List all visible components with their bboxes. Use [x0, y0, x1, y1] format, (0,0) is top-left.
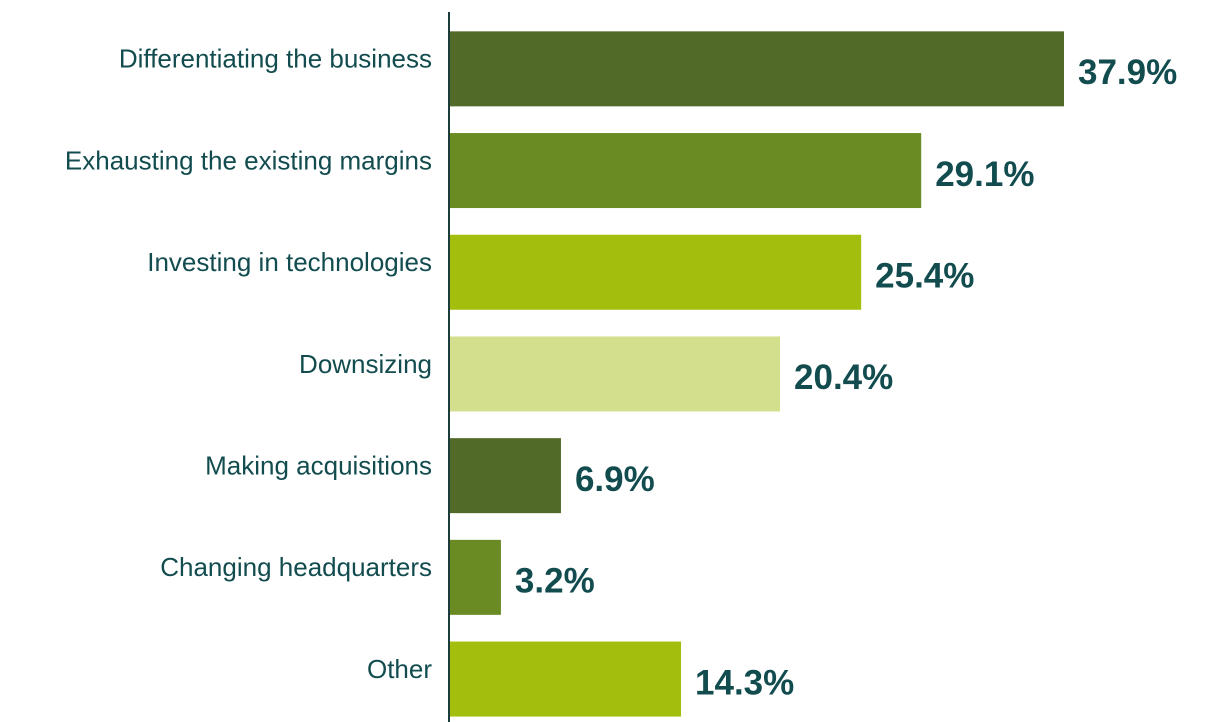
category-label: Making acquisitions	[205, 451, 432, 481]
bar	[450, 133, 922, 209]
bar	[450, 31, 1064, 107]
category-label: Differentiating the business	[119, 44, 432, 74]
value-label: 14.3%	[695, 663, 794, 702]
bar	[450, 438, 561, 514]
value-label: 25.4%	[875, 257, 974, 296]
value-label: 6.9%	[575, 460, 655, 499]
category-label: Investing in technologies	[147, 247, 432, 277]
value-label: 29.1%	[935, 155, 1034, 194]
category-label: Changing headquarters	[160, 552, 432, 582]
value-label: 37.9%	[1078, 53, 1177, 92]
category-label: Other	[367, 654, 432, 684]
bar	[450, 336, 781, 412]
bar	[450, 641, 682, 717]
value-label: 3.2%	[515, 562, 595, 601]
bar	[450, 234, 862, 310]
bar	[450, 539, 501, 615]
category-label: Exhausting the existing margins	[65, 145, 432, 175]
value-label: 20.4%	[794, 358, 893, 397]
category-label: Downsizing	[299, 349, 432, 379]
